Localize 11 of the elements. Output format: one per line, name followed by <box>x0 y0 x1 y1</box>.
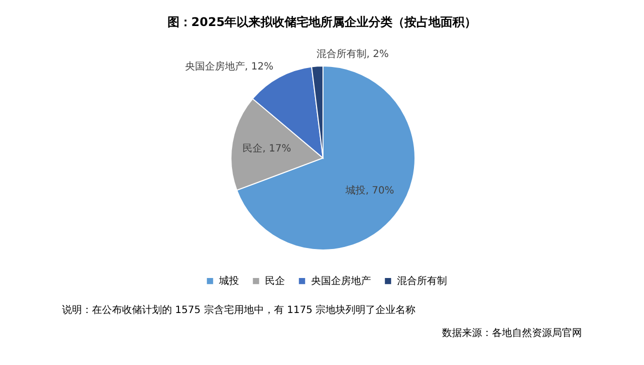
data-label: 央国企房地产, 12% <box>184 60 274 73</box>
legend-label: 城投 <box>218 275 239 288</box>
data-label: 混合所有制, 2% <box>316 48 389 60</box>
source-note: 数据来源：各地自然资源局官网 <box>442 327 582 339</box>
legend-label: 民企 <box>265 275 285 288</box>
chart-title: 图：2025年以来拟收储宅地所属企业分类（按占地面积） <box>167 15 477 29</box>
legend-label: 央国企房地产 <box>311 275 371 288</box>
legend-label: 混合所有制 <box>397 275 447 288</box>
data-label: 城投, 70% <box>344 184 394 197</box>
data-label: 民企, 17% <box>242 142 292 154</box>
text: 说明：在公布收储计划的 1575 宗含宅用地中，有 1175 宗地块列明了企业名称 <box>62 304 416 316</box>
